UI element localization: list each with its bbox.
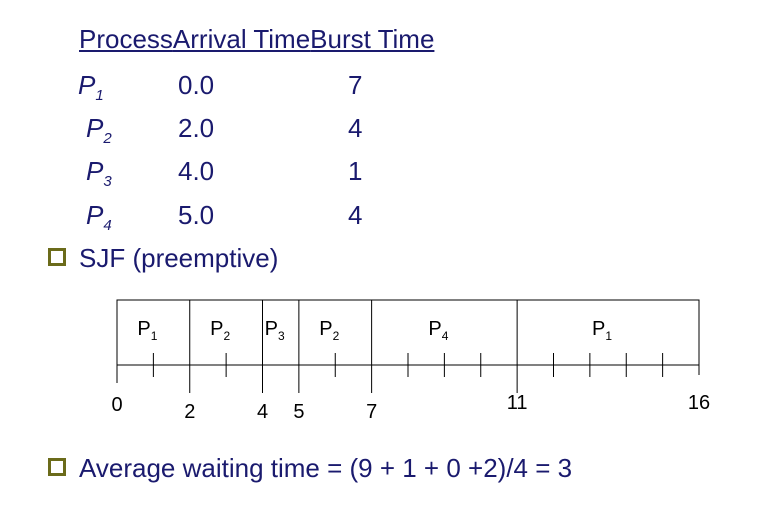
process-letter: P xyxy=(86,113,104,143)
segment-label: P1 xyxy=(137,318,157,343)
header-burst-time: Burst Time xyxy=(310,24,435,54)
process-name-p2: P2 xyxy=(86,113,112,147)
segment-label: P2 xyxy=(210,318,230,343)
process-index: 3 xyxy=(103,173,112,191)
header-process: Process xyxy=(79,24,173,54)
process-name-p3: P3 xyxy=(86,156,112,190)
process-letter: P xyxy=(86,200,104,230)
bullet-sjf-text: SJF (preemptive) xyxy=(79,243,279,273)
bullet-square-icon xyxy=(48,248,66,266)
segment-label: P2 xyxy=(319,318,339,343)
arrival-p2: 2.0 xyxy=(178,113,215,143)
burst-p2: 4 xyxy=(348,113,363,143)
time-label: 4 xyxy=(257,401,268,423)
bullet-square-icon xyxy=(48,458,66,476)
process-letter: P xyxy=(86,156,104,186)
time-label: 16 xyxy=(688,392,710,414)
process-index: 4 xyxy=(103,217,112,235)
process-name-p1: P1 xyxy=(78,70,104,104)
burst-p1: 7 xyxy=(348,70,363,100)
time-label: 7 xyxy=(366,401,377,423)
process-letter: P xyxy=(78,70,96,100)
process-index: 1 xyxy=(95,87,104,105)
process-name-p4: P4 xyxy=(86,200,112,234)
arrival-p4: 5.0 xyxy=(178,200,215,230)
bullet-average-waiting-time: Average waiting time = (9 + 1 + 0 +2)/4 … xyxy=(79,453,573,483)
segment-label: P4 xyxy=(428,318,448,343)
burst-p3: 1 xyxy=(348,156,363,186)
time-label: 2 xyxy=(184,401,195,423)
burst-p4: 4 xyxy=(348,200,363,230)
segment-label: P1 xyxy=(592,318,612,343)
time-label: 0 xyxy=(111,394,122,416)
time-label: 11 xyxy=(507,392,528,414)
table-header: ProcessArrival TimeBurst Time xyxy=(79,24,434,55)
arrival-p3: 4.0 xyxy=(178,156,215,186)
segment-label: P3 xyxy=(265,318,285,343)
time-label: 5 xyxy=(293,401,304,423)
header-arrival-time: Arrival Time xyxy=(172,24,311,54)
arrival-p1: 0.0 xyxy=(178,70,215,100)
process-index: 2 xyxy=(103,130,112,148)
